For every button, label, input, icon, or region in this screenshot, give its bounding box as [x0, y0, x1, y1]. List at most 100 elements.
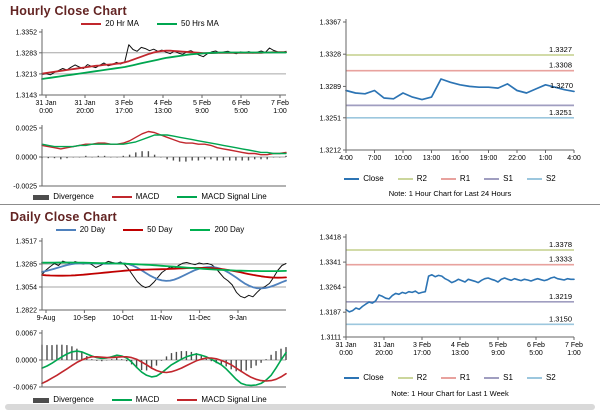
y-tick-label: 1.3187: [320, 310, 342, 317]
divergence-bar: [175, 351, 178, 360]
divergence-bar: [197, 157, 200, 161]
divergence-bar: [150, 360, 153, 369]
legend-label: MACD Signal Line: [201, 395, 267, 404]
legend-item-s2: S2: [526, 373, 556, 383]
divergence-bar: [185, 157, 187, 162]
divergence-bar: [121, 359, 123, 360]
last-week-pivot-chart: 1.3378 1.3333 1.3219 1.3150 1.3418 1.3341 1.32…: [320, 234, 583, 357]
divergence-bar: [235, 157, 237, 161]
legend-item-divergence: Divergence: [33, 192, 94, 202]
daily-close-panel: Daily Close Chart 20 Day 50 Day 200 Day 1.…: [0, 207, 300, 413]
pivot-label-s2: 1.3150: [549, 314, 572, 323]
line-swatch-icon: [484, 376, 500, 380]
x-tick-label: 5 Feb: [489, 342, 507, 349]
divergence-bar: [111, 359, 113, 360]
divergence-bar: [220, 360, 222, 365]
divergence-bar: [166, 157, 168, 160]
line-swatch-icon: [190, 228, 211, 232]
x-tick-label: 13:00: [154, 108, 172, 115]
y-tick-label: 1.3264: [320, 285, 342, 292]
legend-item-macd: MACD: [111, 192, 159, 202]
divergence-bar: [85, 155, 87, 157]
x-tick-label: 4:00: [567, 155, 581, 162]
legend-item-close: Close: [344, 174, 384, 184]
divergence-bar: [96, 360, 98, 361]
x-tick-label: 1:00: [539, 155, 553, 162]
x-tick-label: 11-Nov: [150, 315, 173, 322]
y-tick-label: 1.3285: [16, 262, 38, 269]
divergence-bar: [66, 157, 68, 159]
legend-label: S2: [545, 373, 556, 382]
legend-item-r1: R1: [440, 373, 471, 383]
x-tick-label: 5 Feb: [193, 100, 211, 107]
divergence-bar: [200, 356, 202, 360]
legend-item-close: Close: [344, 373, 384, 383]
divergence-bar: [56, 344, 58, 360]
x-tick-label: 10-Sep: [73, 315, 96, 322]
y-tick-label: 0.0067: [16, 331, 38, 338]
last-24h-panel: 1.3327 1.3308 1.3251 1.3270 1.3367 1.3328 1.32…: [300, 0, 600, 205]
y-tick-label: 1.3212: [320, 148, 342, 155]
legend-label: Divergence: [53, 395, 94, 404]
y-tick-label: -0.0067: [13, 385, 37, 392]
pivot-label-r1: 1.3333: [549, 255, 572, 264]
line-swatch-icon: [81, 22, 102, 26]
x-tick-label: 10:00: [394, 155, 412, 162]
divergence-bar: [210, 360, 212, 362]
x-tick-label: 6 Feb: [232, 100, 250, 107]
divergence-bar: [240, 360, 242, 373]
divergence-bar: [165, 356, 168, 360]
last-24h-note: Note: 1 Hour Chart for Last 24 Hours: [388, 189, 512, 198]
x-tick-label: 7 Feb: [565, 342, 583, 349]
last-24h-pivot-chart: 1.3327 1.3308 1.3251 1.3270 1.3367 1.3328 1.32…: [320, 19, 581, 162]
line-swatch-icon: [484, 177, 500, 181]
legend-label: MACD Signal Line: [201, 192, 267, 201]
x-tick-label: 22:00: [508, 155, 526, 162]
legend-label: 50 Hrs MA: [181, 19, 219, 28]
legend-label: R1: [459, 373, 471, 382]
x-tick-label: 6 Feb: [527, 342, 545, 349]
divergence-bar: [91, 359, 93, 360]
y-tick-label: 0.0000: [16, 358, 38, 365]
x-tick-label: 4 Feb: [451, 342, 469, 349]
y-tick-label: 1.3111: [321, 335, 341, 342]
divergence-bar: [122, 155, 124, 157]
series-end-label: 1.3270: [550, 81, 573, 90]
last-week-panel: 1.3378 1.3333 1.3219 1.3150 1.3418 1.3341 1.32…: [300, 207, 600, 413]
legend-item-r2: R2: [397, 174, 427, 184]
legend-item-50-hrs-ma: 50 Hrs MA: [157, 19, 219, 29]
divergence-bar: [170, 353, 173, 360]
divergence-bar: [116, 358, 118, 360]
divergence-bar: [51, 345, 53, 360]
hourly-macd-chart: 0.0025 0.0000 -0.0025: [13, 125, 287, 191]
series-macd-signal-line: [41, 134, 287, 155]
legend-item-s1: S1: [484, 373, 513, 383]
divergence-bar: [260, 360, 262, 363]
divergence-bar: [172, 157, 175, 161]
line-swatch-icon: [526, 177, 542, 181]
x-tick-label: 13:00: [423, 155, 441, 162]
line-swatch-icon: [111, 195, 132, 199]
x-tick-label: 31 Jan: [335, 342, 356, 349]
line-swatch-icon: [344, 177, 360, 181]
legend-item-macd-signal-line: MACD Signal Line: [177, 395, 267, 405]
series-20-hr-ma: [41, 49, 287, 75]
y-tick-label: 1.3143: [16, 93, 38, 100]
y-tick-label: 1.3251: [320, 115, 342, 122]
horizontal-divider: [0, 204, 600, 205]
x-tick-label: 13:00: [451, 350, 469, 357]
y-tick-label: 1.3352: [16, 30, 38, 37]
legend-item-50-day: 50 Day: [123, 225, 172, 235]
last-24h-legend: Close R2 R1 S1 S2: [300, 174, 600, 184]
x-tick-label: 1:00: [273, 108, 287, 115]
x-tick-label: 4 Feb: [154, 100, 172, 107]
legend-label: R2: [416, 373, 427, 382]
divergence-bar: [254, 157, 256, 160]
divergence-bar: [135, 360, 138, 369]
divergence-bar: [126, 360, 128, 362]
x-tick-label: 31 Jan: [35, 100, 56, 107]
divergence-bar: [46, 345, 48, 360]
series-200-day: [41, 261, 287, 272]
